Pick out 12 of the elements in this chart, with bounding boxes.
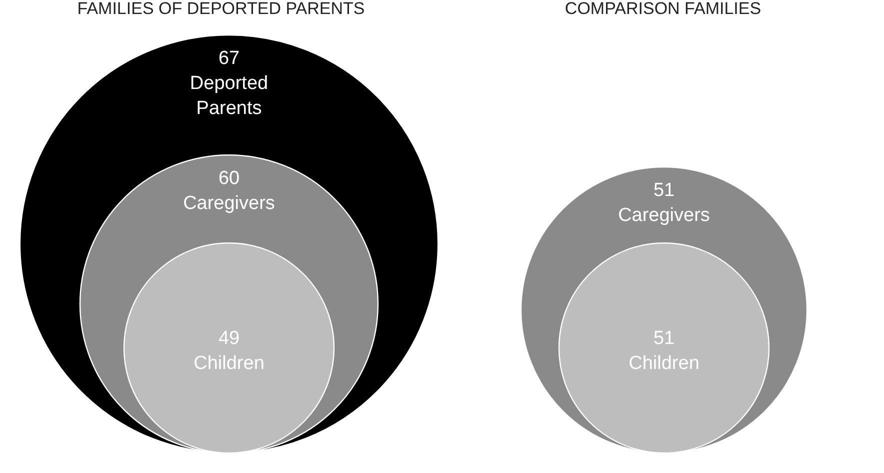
data-label: 51	[653, 180, 675, 201]
text: FAMILIES OF DEPORTED PARENTS	[77, 0, 365, 18]
data-label: 51	[653, 328, 675, 349]
category-label: Children	[194, 353, 264, 374]
category-label: Deported Parents	[190, 73, 268, 119]
data-label: 49	[218, 328, 240, 349]
text: COMPARISON FAMILIES	[564, 0, 762, 18]
category-label: Children	[628, 353, 700, 374]
category-label: Caregivers	[183, 193, 275, 214]
data-label: 60	[218, 168, 240, 189]
data-label: 67	[218, 48, 240, 69]
category-label: Caregivers	[618, 205, 710, 226]
